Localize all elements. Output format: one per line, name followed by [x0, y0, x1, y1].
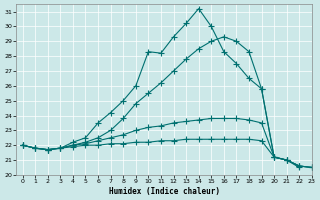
X-axis label: Humidex (Indice chaleur): Humidex (Indice chaleur) [108, 187, 220, 196]
